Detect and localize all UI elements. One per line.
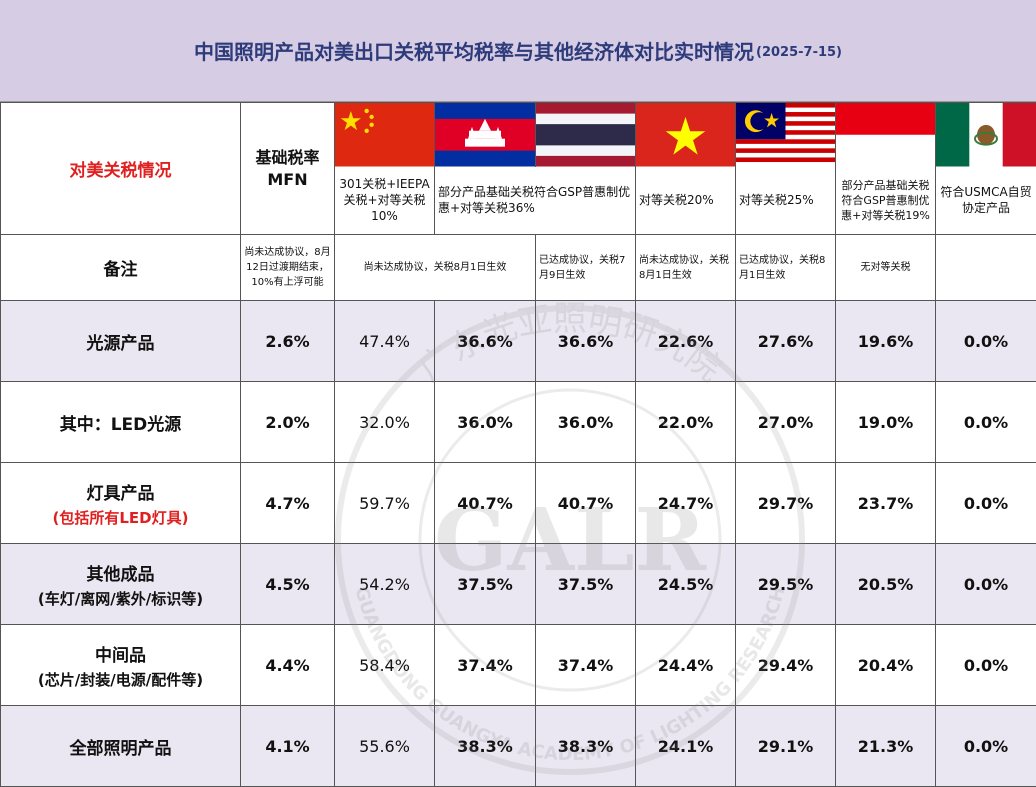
- title-bar: 中国照明产品对美出口关税平均税率与其他经济体对比实时情况 (2025-7-15): [0, 0, 1036, 102]
- china-value: 59.7%: [334, 462, 435, 544]
- vietnam-value: 22.6%: [635, 300, 736, 382]
- china-measure: 301关税+IEEPA关税+对等关税10%: [334, 166, 435, 235]
- vietnam-value: 24.1%: [635, 705, 736, 787]
- category-cell: 中间品 (芯片/封装/电源/配件等): [0, 624, 241, 706]
- table-row: 中间品 (芯片/封装/电源/配件等) 4.4% 58.4% 37.4% 37.4…: [0, 624, 1036, 706]
- cambodia-thailand-note: 尚未达成协议，关税8月1日生效: [334, 234, 536, 301]
- thailand-value: 37.5%: [535, 543, 636, 625]
- malaysia-value: 29.1%: [735, 705, 836, 787]
- mexico-value: 0.0%: [935, 624, 1036, 706]
- category-cell: 灯具产品 (包括所有LED灯具): [0, 462, 241, 544]
- malaysia-value: 29.5%: [735, 543, 836, 625]
- note-label: 备注: [103, 260, 138, 280]
- mexico-measure: 符合USMCA自贸协定产品: [935, 166, 1036, 235]
- row-label: 对美关税情况: [69, 161, 172, 181]
- china-value: 32.0%: [334, 381, 435, 463]
- indonesia-value: 19.6%: [835, 300, 936, 382]
- china-note: 尚未达成协议，8月12日过渡期结束，10%有上浮可能: [240, 234, 335, 301]
- mexico-value: 0.0%: [935, 381, 1036, 463]
- cambodia-thailand-measure: 部分产品基础关税符合GSP普惠制优惠+对等关税36%: [434, 166, 636, 235]
- table-row: 其中：LED光源 2.0% 32.0% 36.0% 36.0% 22.0% 27…: [0, 381, 1036, 463]
- thailand-value: 36.0%: [535, 381, 636, 463]
- cambodia-value: 37.4%: [434, 624, 536, 706]
- category-cell: 全部照明产品: [0, 705, 241, 787]
- mfn-value: 4.1%: [240, 705, 335, 787]
- cambodia-value: 37.5%: [434, 543, 536, 625]
- indonesia-value: 19.0%: [835, 381, 936, 463]
- mfn-header-cell: 基础税率 MFN: [240, 102, 335, 235]
- table-row: 光源产品 2.6% 47.4% 36.6% 36.6% 22.6% 27.6% …: [0, 300, 1036, 382]
- table-row: 其他成品 (车灯/离网/紫外/标识等) 4.5% 54.2% 37.5% 37.…: [0, 543, 1036, 625]
- malaysia-value: 27.0%: [735, 381, 836, 463]
- thailand-flag: [535, 102, 636, 167]
- thailand-value: 38.3%: [535, 705, 636, 787]
- mfn-value: 4.5%: [240, 543, 335, 625]
- page-date: (2025-7-15): [756, 45, 842, 60]
- malaysia-measure: 对等关税25%: [735, 166, 836, 235]
- table-row: 灯具产品 (包括所有LED灯具) 4.7% 59.7% 40.7% 40.7% …: [0, 462, 1036, 544]
- malaysia-note: 尚未达成协议，关税8月1日生效: [635, 234, 736, 301]
- category-cell: 其中：LED光源: [0, 381, 241, 463]
- indonesia-value: 21.3%: [835, 705, 936, 787]
- vietnam-measure: 对等关税20%: [635, 166, 736, 235]
- indonesia-value: 20.5%: [835, 543, 936, 625]
- vietnam-note: 已达成协议，关税7月9日生效: [535, 234, 636, 301]
- tariff-table: 对美关税情况 基础税率 MFN: [0, 102, 1036, 787]
- china-value: 55.6%: [334, 705, 435, 787]
- china-flag: [334, 102, 435, 167]
- malaysia-value: 29.7%: [735, 462, 836, 544]
- cambodia-value: 38.3%: [434, 705, 536, 787]
- indonesia-flag: [835, 102, 936, 167]
- vietnam-flag: [635, 102, 736, 167]
- mfn-value: 4.4%: [240, 624, 335, 706]
- category-cell: 其他成品 (车灯/离网/紫外/标识等): [0, 543, 241, 625]
- cambodia-value: 36.0%: [434, 381, 536, 463]
- mfn-value: 4.7%: [240, 462, 335, 544]
- malaysia-value: 27.6%: [735, 300, 836, 382]
- mexico-note: 无对等关税: [835, 234, 936, 301]
- mfn-label: 基础税率 MFN: [255, 147, 320, 189]
- mexico-flag: [935, 102, 1036, 167]
- mexico-value: 0.0%: [935, 543, 1036, 625]
- mfn-value: 2.0%: [240, 381, 335, 463]
- mfn-value: 2.6%: [240, 300, 335, 382]
- mexico-value: 0.0%: [935, 705, 1036, 787]
- vietnam-value: 24.5%: [635, 543, 736, 625]
- mexico-value: 0.0%: [935, 300, 1036, 382]
- vietnam-value: 24.4%: [635, 624, 736, 706]
- cambodia-value: 36.6%: [434, 300, 536, 382]
- indonesia-value: 20.4%: [835, 624, 936, 706]
- cambodia-value: 40.7%: [434, 462, 536, 544]
- category-cell: 光源产品: [0, 300, 241, 382]
- cambodia-flag: [434, 102, 536, 167]
- malaysia-flag: [735, 102, 836, 167]
- page-title: 中国照明产品对美出口关税平均税率与其他经济体对比实时情况: [194, 40, 754, 64]
- thailand-value: 37.4%: [535, 624, 636, 706]
- malaysia-value: 29.4%: [735, 624, 836, 706]
- table-row: 全部照明产品 4.1% 55.6% 38.3% 38.3% 24.1% 29.1…: [0, 705, 1036, 787]
- china-value: 58.4%: [334, 624, 435, 706]
- thailand-value: 40.7%: [535, 462, 636, 544]
- indonesia-note: 已达成协议，关税8月1日生效: [735, 234, 836, 301]
- header-row-label-cell: 对美关税情况: [0, 102, 241, 235]
- indonesia-measure: 部分产品基础关税符合GSP普惠制优惠+对等关税19%: [835, 166, 936, 235]
- note-label-cell: 备注: [0, 234, 241, 301]
- indonesia-value: 23.7%: [835, 462, 936, 544]
- china-value: 47.4%: [334, 300, 435, 382]
- vietnam-value: 24.7%: [635, 462, 736, 544]
- thailand-value: 36.6%: [535, 300, 636, 382]
- mexico-value: 0.0%: [935, 462, 1036, 544]
- china-value: 54.2%: [334, 543, 435, 625]
- vietnam-value: 22.0%: [635, 381, 736, 463]
